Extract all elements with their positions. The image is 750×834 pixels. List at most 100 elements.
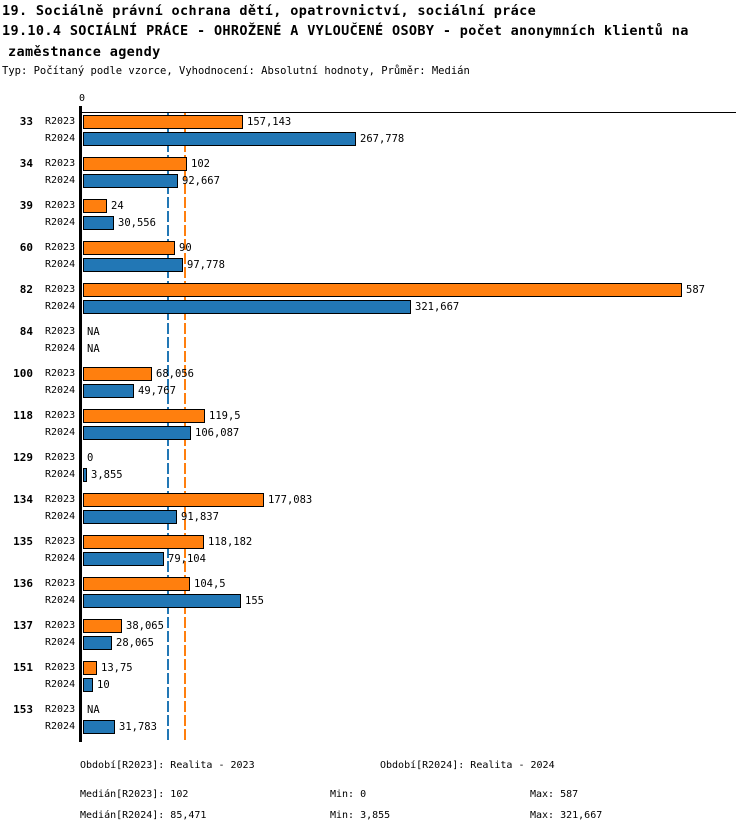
page-title-line-1: 19. Sociálně právní ochrana dětí, opatro… (2, 3, 537, 19)
bar-row: 39 R2023 24 (0, 199, 750, 213)
bar-r2023 (83, 367, 152, 381)
bar-value-label: 102 (191, 158, 210, 170)
bar-row: 134 R2023 177,083 (0, 493, 750, 507)
bar-area: 321,667 (83, 299, 459, 314)
bar-value-label: NA (87, 704, 100, 716)
bar-row: 118 R2023 119,5 (0, 409, 750, 423)
category-group: 33 R2023 157,143 R2024 267,778 (0, 115, 750, 146)
bar-row: R2024 28,065 (0, 635, 750, 650)
bar-value-label: 157,143 (247, 116, 292, 128)
bar-row: R2024 155 (0, 593, 750, 608)
series-label: R2024 (45, 678, 76, 690)
series-label: R2024 (45, 384, 76, 396)
category-group: 34 R2023 102 R2024 92,667 (0, 157, 750, 188)
bar-r2024 (83, 383, 134, 398)
series-label: R2023 (45, 158, 76, 169)
bar-r2024 (83, 215, 114, 230)
series-label: R2023 (45, 704, 76, 715)
series-label: R2024 (45, 342, 76, 354)
category-group: 134 R2023 177,083 R2024 91,837 (0, 493, 750, 524)
bar-r2023 (83, 619, 122, 633)
bar-row: 129 R2023 0 (0, 451, 750, 465)
bar-r2023 (83, 493, 264, 507)
bar-value-label: 79,104 (168, 552, 206, 565)
bar-r2024 (83, 551, 164, 566)
category-label: 153 (13, 703, 33, 716)
bar-row: 33 R2023 157,143 (0, 115, 750, 129)
category-group: 136 R2023 104,5 R2024 155 (0, 577, 750, 608)
page-title-line-3: zaměstnance agendy (8, 44, 161, 60)
bar-row: 137 R2023 38,065 (0, 619, 750, 633)
bar-r2023 (83, 409, 205, 423)
series-label: R2023 (45, 494, 76, 505)
bar-value-label: 155 (245, 594, 264, 607)
bar-area: NA (83, 342, 100, 356)
bar-area: 10 (83, 677, 110, 692)
category-group: 60 R2023 90 R2024 97,778 (0, 241, 750, 272)
bar-area: 91,837 (83, 509, 219, 524)
bar-value-label: 177,083 (268, 494, 313, 506)
bar-area: 68,056 (83, 367, 194, 381)
bar-row: 100 R2023 68,056 (0, 367, 750, 381)
legend-period-r2024: Období[R2024]: Realita - 2024 (380, 760, 555, 771)
bar-value-label: 38,065 (126, 620, 164, 632)
bar-value-label: 92,667 (182, 174, 220, 187)
category-group: 118 R2023 119,5 R2024 106,087 (0, 409, 750, 440)
bar-area: 267,778 (83, 131, 404, 146)
bar-row: R2024 267,778 (0, 131, 750, 146)
category-label: 118 (13, 409, 33, 422)
bar-r2023 (83, 535, 204, 549)
bar-value-label: 104,5 (194, 578, 226, 590)
chart-meta-line: Typ: Počítaný podle vzorce, Vyhodnocení:… (2, 65, 470, 77)
category-group: 100 R2023 68,056 R2024 49,767 (0, 367, 750, 398)
bar-value-label: NA (87, 326, 100, 338)
bar-r2023 (83, 115, 243, 129)
bar-value-label: 24 (111, 200, 124, 212)
bar-area: 49,767 (83, 383, 176, 398)
category-label: 84 (19, 325, 33, 338)
series-label: R2024 (45, 216, 76, 228)
bar-r2024 (83, 257, 183, 272)
bar-value-label: 0 (87, 452, 94, 464)
bar-r2023 (83, 283, 682, 297)
bar-area: 155 (83, 593, 264, 608)
bar-row: R2024 321,667 (0, 299, 750, 314)
stat-min-r2024: Min: 3,855 (330, 810, 391, 821)
bar-row: R2024 10 (0, 677, 750, 692)
bar-area: 3,855 (83, 467, 123, 482)
series-label: R2024 (45, 300, 76, 312)
category-label: 33 (19, 115, 33, 128)
bar-row: R2024 92,667 (0, 173, 750, 188)
stat-max-r2023: Max: 587 (530, 789, 579, 800)
bar-value-label: 118,182 (208, 536, 253, 548)
bar-area: 104,5 (83, 577, 226, 591)
category-label: 134 (13, 493, 33, 506)
bar-area: 92,667 (83, 173, 220, 188)
bar-value-label: 10 (97, 678, 110, 691)
bar-area: 28,065 (83, 635, 154, 650)
bar-value-label: 106,087 (195, 426, 240, 439)
series-label: R2023 (45, 326, 76, 337)
bar-value-label: 119,5 (209, 410, 241, 422)
category-group: 151 R2023 13,75 R2024 10 (0, 661, 750, 692)
category-label: 129 (13, 451, 33, 464)
bar-r2024 (83, 131, 356, 146)
x-axis-zero-tick-label: 0 (78, 93, 86, 104)
bar-row: R2024 3,855 (0, 467, 750, 482)
bar-r2024 (83, 719, 115, 734)
bar-value-label: 587 (686, 284, 705, 296)
category-label: 39 (19, 199, 33, 212)
category-label: 100 (13, 367, 33, 380)
y-axis-line (79, 106, 82, 742)
bar-r2024 (83, 299, 411, 314)
bar-row: R2024 97,778 (0, 257, 750, 272)
category-label: 151 (13, 661, 33, 674)
category-group: 39 R2023 24 R2024 30,556 (0, 199, 750, 230)
bar-area: 30,556 (83, 215, 156, 230)
bar-row: 60 R2023 90 (0, 241, 750, 255)
bar-r2023 (83, 199, 107, 213)
bar-row: 34 R2023 102 (0, 157, 750, 171)
series-label: R2024 (45, 552, 76, 564)
bar-area: 102 (83, 157, 210, 171)
